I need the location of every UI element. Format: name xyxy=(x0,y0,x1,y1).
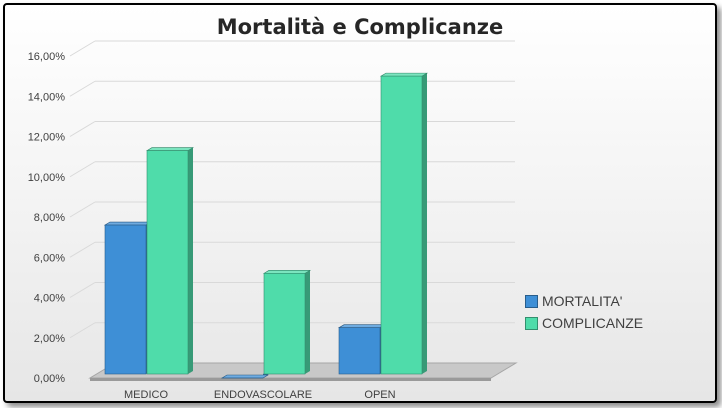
legend-label-mortalita: MORTALITA' xyxy=(542,293,623,309)
gridline-diagonal xyxy=(69,161,96,178)
bar-complicanze-endovascolare xyxy=(262,270,312,375)
y-tick-label: 12,00% xyxy=(28,132,66,144)
gridline-diagonal xyxy=(69,201,96,218)
chart-frame: Mortalità e Complicanze 0,00% 2,00% 4,00% 6… xyxy=(3,3,717,403)
legend-swatch-mortalita xyxy=(525,294,538,308)
y-tick-label: 6,00% xyxy=(34,252,65,264)
y-tick-label: 10,00% xyxy=(28,172,66,184)
chart-title: Mortalità e Complicanze xyxy=(216,15,504,39)
bar-mortalita-endovascolare xyxy=(220,371,270,379)
gridline-diagonal xyxy=(69,241,96,258)
gridline-diagonal xyxy=(69,322,96,339)
bar-mortalita-medico xyxy=(103,221,153,375)
bar-complicanze-open xyxy=(379,72,429,375)
chart-floor-edge xyxy=(90,378,491,381)
legend-swatch-complicanze xyxy=(525,316,538,330)
y-tick-label: 0,00% xyxy=(34,373,65,385)
y-tick-label: 4,00% xyxy=(34,293,65,305)
gridline-diagonal xyxy=(69,121,96,137)
y-tick-label: 8,00% xyxy=(34,212,65,224)
legend: MORTALITA' COMPLICANZE xyxy=(525,290,643,334)
legend-item-mortalita: MORTALITA' xyxy=(525,290,643,312)
bar-complicanze-medico xyxy=(145,147,195,375)
legend-label-complicanze: COMPLICANZE xyxy=(542,315,644,331)
y-tick-label: 2,00% xyxy=(34,333,65,345)
legend-item-complicanze: COMPLICANZE xyxy=(525,312,643,334)
gridline-diagonal xyxy=(69,40,96,57)
gridline-diagonal xyxy=(69,282,96,298)
y-tick-label: 14,00% xyxy=(28,91,66,103)
x-category-label: ENDOVASCOLARE xyxy=(214,389,312,401)
chart-plot: 0,00% 2,00% 4,00% 6,00% 8,00% 10,00% 12,00% 14,… xyxy=(28,40,518,401)
x-category-label: OPEN xyxy=(364,389,395,401)
bar-mortalita-open xyxy=(337,324,387,375)
y-tick-label: 16,00% xyxy=(28,51,66,63)
x-category-label: MEDICO xyxy=(124,389,168,401)
gridline-diagonal xyxy=(69,80,96,97)
